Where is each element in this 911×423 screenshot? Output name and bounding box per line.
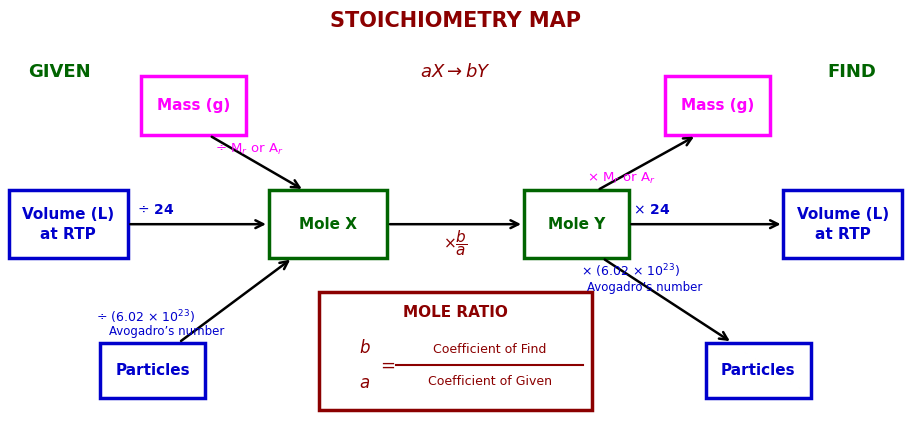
Text: $\times$ 24: $\times$ 24 [633, 203, 670, 217]
Text: STOICHIOMETRY MAP: STOICHIOMETRY MAP [330, 11, 581, 30]
Text: $\div$ 24: $\div$ 24 [137, 203, 174, 217]
FancyBboxPatch shape [141, 76, 246, 135]
FancyBboxPatch shape [783, 190, 902, 258]
FancyBboxPatch shape [665, 76, 770, 135]
FancyBboxPatch shape [524, 190, 629, 258]
Text: $\div$ M$_r$ or A$_r$: $\div$ M$_r$ or A$_r$ [215, 142, 283, 157]
Text: $aX \rightarrow bY$: $aX \rightarrow bY$ [420, 63, 491, 81]
FancyBboxPatch shape [9, 190, 128, 258]
Text: $\times\dfrac{b}{a}$: $\times\dfrac{b}{a}$ [444, 228, 467, 258]
FancyBboxPatch shape [319, 292, 592, 410]
Text: FIND: FIND [827, 63, 876, 81]
Text: =: = [380, 356, 394, 374]
Text: Mole Y: Mole Y [548, 217, 605, 232]
Text: GIVEN: GIVEN [28, 63, 90, 81]
FancyBboxPatch shape [100, 343, 205, 398]
Text: Particles: Particles [722, 363, 795, 378]
Text: Volume (L)
at RTP: Volume (L) at RTP [22, 207, 115, 242]
Text: Volume (L)
at RTP: Volume (L) at RTP [796, 207, 889, 242]
Text: $b$: $b$ [359, 339, 370, 357]
Text: $\div$ (6.02 $\times$ 10$^{23}$): $\div$ (6.02 $\times$ 10$^{23}$) [96, 308, 195, 326]
Text: Mass (g): Mass (g) [681, 98, 754, 113]
Text: $\times$ (6.02 $\times$ 10$^{23}$): $\times$ (6.02 $\times$ 10$^{23}$) [581, 262, 681, 280]
FancyBboxPatch shape [706, 343, 811, 398]
Text: Avogadro’s number: Avogadro’s number [109, 325, 225, 338]
Text: Mass (g): Mass (g) [157, 98, 230, 113]
Text: Coefficient of Find: Coefficient of Find [433, 343, 547, 356]
Text: Coefficient of Given: Coefficient of Given [427, 375, 552, 387]
Text: $\times$ M$_r$ or A$_r$: $\times$ M$_r$ or A$_r$ [587, 171, 655, 186]
Text: Avogadro’s number: Avogadro’s number [587, 281, 702, 294]
Text: $a$: $a$ [359, 374, 370, 392]
Text: Mole X: Mole X [299, 217, 357, 232]
Text: Particles: Particles [116, 363, 189, 378]
Text: MOLE RATIO: MOLE RATIO [403, 305, 508, 319]
FancyBboxPatch shape [269, 190, 387, 258]
